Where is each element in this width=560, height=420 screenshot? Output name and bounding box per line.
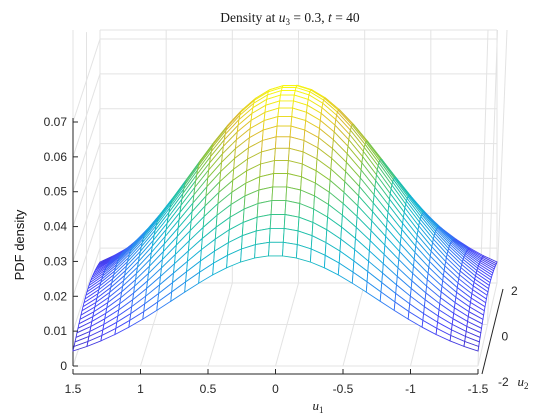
surface-cell — [273, 160, 289, 174]
surface-mesh — [72, 84, 498, 352]
title-sub1: 3 — [286, 17, 291, 27]
z-axis-label: PDF density — [12, 209, 27, 280]
surface-cell — [279, 90, 296, 96]
surface-cell — [268, 227, 285, 243]
z-tick-label: 0.01 — [44, 324, 68, 338]
z-tick-label: 0.05 — [44, 185, 68, 199]
surface-cell — [271, 186, 288, 202]
surface-cell — [463, 340, 480, 352]
y-axis-label: u2 — [518, 374, 529, 391]
x-axis-label-sub: 1 — [319, 405, 324, 415]
surface-cell — [282, 227, 299, 246]
z-tick-label: 0 — [60, 359, 67, 373]
x-tick-label: -1 — [405, 382, 416, 396]
title-mid: = 0.3, — [290, 10, 328, 25]
y-tick-label: 2 — [511, 284, 518, 298]
title-tail: = 40 — [332, 10, 360, 25]
title-var1: u — [279, 10, 286, 25]
surface-cell — [270, 200, 287, 215]
surface-cell — [278, 100, 295, 109]
surface-cell — [272, 173, 289, 188]
surface-cell — [274, 136, 291, 149]
z-tick-label: 0.02 — [44, 289, 68, 303]
x-tick-label: 0 — [272, 382, 279, 396]
x-tick-label: 1.5 — [65, 382, 82, 396]
y-tick-label: -2 — [498, 375, 509, 389]
x-tick-label: 1 — [137, 382, 144, 396]
surface-cell — [279, 94, 295, 102]
right-grid-line-y — [496, 29, 508, 284]
surface-cell — [282, 241, 298, 259]
surface-cell — [275, 125, 292, 138]
y-axis-line — [481, 288, 504, 375]
title-lead: Density at — [220, 10, 279, 25]
chart-title: Density at u3 = 0.3, t = 40 — [220, 10, 360, 27]
surface-cell — [274, 147, 290, 162]
x-tick-label: 0.5 — [200, 382, 217, 396]
surface-cell — [277, 107, 294, 118]
y-axis-label-sub: 2 — [524, 381, 529, 391]
x-tick-label: -0.5 — [333, 382, 354, 396]
surface-cell — [276, 116, 293, 127]
x-axis-label-var: u — [313, 398, 320, 413]
z-tick-label: 0.07 — [44, 115, 68, 129]
y-tick-label: 0 — [502, 330, 509, 344]
x-axis-label: u1 — [313, 398, 324, 415]
surface-cell — [269, 214, 286, 229]
z-tick-label: 0.06 — [44, 150, 68, 164]
z-tick-label: 0.04 — [44, 220, 68, 234]
surface-cell — [268, 241, 284, 257]
surface-cell — [254, 241, 270, 259]
title-var2: t — [328, 10, 333, 25]
surface-cell — [280, 87, 297, 92]
y-axis-label-var: u — [518, 374, 525, 389]
tick-labels: 0 0.01 0.02 0.03 0.04 0.05 0.06 0.07 1.5 1 0.5 0 -0.… — [44, 115, 518, 396]
x-tick-label: -1.5 — [468, 382, 489, 396]
z-tick-label: 0.03 — [44, 254, 68, 268]
